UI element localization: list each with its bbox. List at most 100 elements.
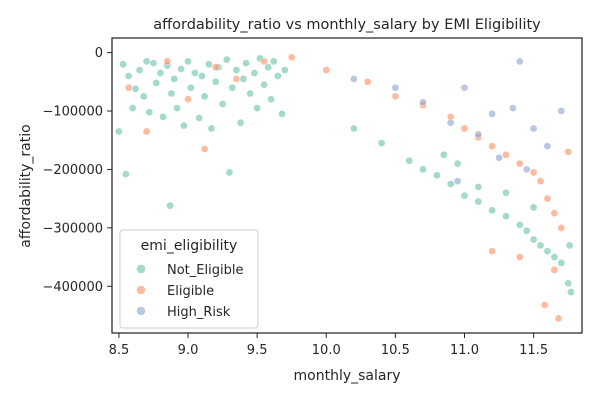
- data-point: [495, 153, 503, 162]
- x-tick-label: 8.5: [109, 343, 130, 358]
- data-point: [488, 206, 496, 215]
- data-point: [135, 66, 144, 74]
- data-point: [439, 150, 448, 159]
- data-point: [184, 95, 192, 104]
- data-point: [269, 57, 278, 66]
- data-point: [536, 241, 545, 250]
- legend-marker: [136, 285, 146, 295]
- data-point: [142, 127, 151, 136]
- points-layer: [115, 53, 575, 323]
- data-point: [540, 301, 549, 309]
- data-point: [488, 110, 496, 118]
- data-point: [502, 150, 510, 159]
- data-point: [191, 69, 199, 77]
- data-point: [350, 75, 358, 83]
- data-point: [253, 104, 261, 112]
- y-tick-label: −400000: [42, 280, 103, 295]
- legend-marker: [136, 306, 146, 316]
- data-point: [550, 266, 559, 274]
- data-point: [460, 124, 469, 133]
- data-point: [564, 148, 573, 156]
- data-point: [522, 165, 531, 174]
- data-point: [159, 113, 167, 121]
- data-point: [419, 165, 427, 174]
- data-point: [142, 57, 151, 66]
- data-point: [363, 77, 372, 86]
- data-point: [460, 83, 469, 92]
- y-tick-label: −300000: [42, 221, 103, 236]
- data-point: [236, 118, 245, 127]
- legend-marker: [136, 264, 146, 274]
- data-point: [419, 98, 427, 107]
- data-point: [177, 65, 185, 73]
- x-axis-title: monthly_salary: [294, 368, 401, 384]
- data-point: [453, 159, 462, 168]
- data-point: [131, 84, 140, 93]
- data-point: [115, 127, 123, 136]
- data-point: [139, 92, 148, 101]
- data-point: [166, 201, 174, 210]
- x-tick-label: 11.0: [450, 343, 479, 358]
- data-point: [232, 66, 241, 74]
- x-tick-label: 10.5: [381, 343, 410, 358]
- data-point: [250, 69, 259, 77]
- data-point: [200, 92, 209, 101]
- x-tick-label: 9.5: [247, 343, 268, 358]
- data-point: [515, 159, 524, 168]
- data-point: [557, 259, 566, 267]
- data-point: [488, 247, 496, 256]
- legend-box: [119, 229, 259, 329]
- series-high-risk: [350, 57, 566, 185]
- data-point: [565, 241, 574, 250]
- data-point: [377, 139, 386, 147]
- data-point: [167, 89, 176, 98]
- data-point: [274, 72, 282, 80]
- legend: emi_eligibility Not_Eligible Eligible High…: [119, 229, 259, 329]
- data-point: [195, 114, 203, 122]
- data-point: [509, 104, 517, 112]
- data-point: [529, 124, 538, 133]
- y-tick-label: −100000: [42, 105, 103, 120]
- legend-label: High_Risk: [167, 305, 231, 320]
- data-point: [550, 209, 559, 218]
- y-axis-ticks: 0 −100000 −200000 −300000 −400000: [42, 46, 112, 295]
- data-point: [515, 253, 524, 261]
- data-point: [119, 60, 127, 69]
- data-point: [232, 75, 241, 83]
- data-point: [567, 288, 575, 296]
- data-point: [529, 235, 538, 244]
- data-point: [211, 63, 220, 72]
- data-point: [446, 118, 455, 127]
- data-point: [502, 212, 510, 221]
- data-point: [405, 156, 414, 165]
- data-point: [488, 142, 496, 150]
- data-point: [170, 75, 179, 83]
- data-point: [260, 57, 268, 66]
- data-point: [180, 121, 188, 130]
- data-point: [200, 145, 209, 153]
- data-point: [264, 63, 273, 72]
- series-eligible: [124, 53, 573, 323]
- data-point: [391, 92, 400, 101]
- data-point: [460, 191, 469, 200]
- data-point: [246, 89, 255, 98]
- data-point: [287, 53, 296, 62]
- y-axis-title: affordability_ratio: [18, 124, 34, 247]
- legend-title: emi_eligibility: [141, 238, 238, 254]
- data-point: [474, 197, 483, 206]
- data-point: [322, 66, 331, 74]
- data-point: [211, 77, 220, 86]
- legend-label: Not_Eligible: [167, 263, 243, 278]
- x-tick-label: 10.0: [312, 343, 341, 358]
- data-point: [433, 171, 441, 180]
- data-point: [543, 194, 552, 203]
- data-point: [391, 83, 400, 92]
- data-point: [280, 66, 289, 74]
- data-point: [260, 80, 268, 89]
- data-point: [515, 221, 524, 229]
- legend-label: Eligible: [167, 284, 214, 299]
- y-tick-label: 0: [95, 46, 103, 61]
- data-point: [529, 203, 538, 212]
- data-point: [128, 104, 137, 112]
